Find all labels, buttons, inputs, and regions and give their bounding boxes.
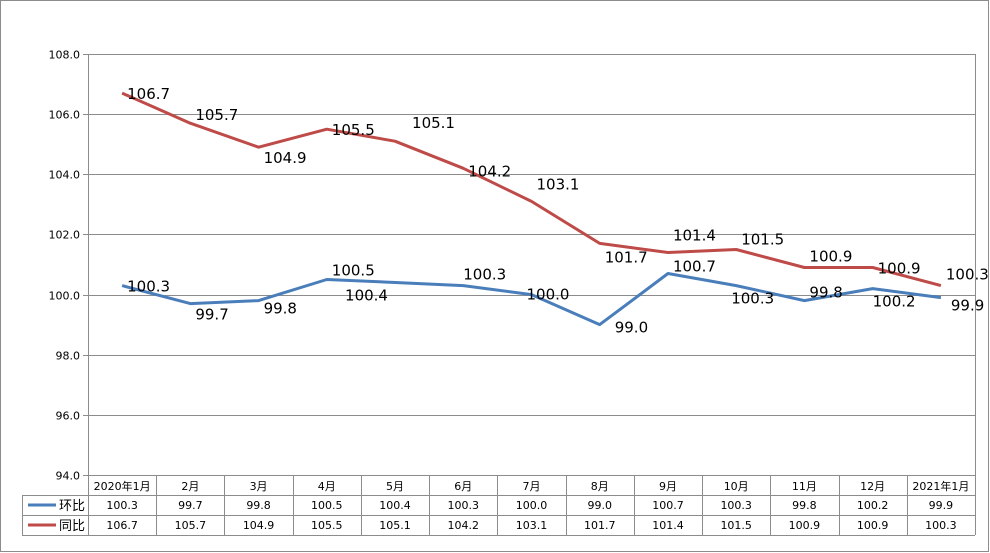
data-label: 105.1 [412, 114, 455, 132]
data-label: 101.7 [605, 248, 648, 266]
x-category-label: 12月 [860, 480, 885, 493]
data-label: 100.7 [673, 258, 716, 276]
series-lines [121, 91, 942, 327]
table-cell-value: 99.7 [178, 499, 203, 512]
data-label: 100.3 [731, 290, 774, 308]
y-tick-label: 100.0 [49, 290, 81, 303]
table-cell-value: 100.9 [789, 519, 821, 532]
x-category-label: 2020年1月 [94, 479, 151, 493]
x-category-label: 3月 [250, 480, 268, 493]
data-label: 100.0 [527, 286, 570, 304]
data-table: 2020年1月 2月 3月 4月 5月 6月 7月 8月 9月 10月 11月 12月 2021年1月环… [22, 475, 976, 536]
data-label: 100.3 [463, 266, 506, 284]
x-category-label: 6月 [454, 480, 472, 493]
y-tick-label: 96.0 [56, 410, 81, 423]
series-line-1 [121, 91, 942, 288]
table-cell-value: 99.9 [929, 499, 954, 512]
table-cell-value: 100.0 [516, 499, 548, 512]
data-label: 100.5 [332, 262, 375, 280]
x-category-label: 9月 [659, 480, 677, 493]
data-label: 103.1 [537, 175, 580, 193]
x-category-label: 2月 [181, 480, 199, 493]
data-label: 100.3 [946, 266, 989, 284]
data-label: 106.7 [127, 85, 170, 103]
data-label: 99.8 [264, 300, 297, 318]
data-label: 104.2 [468, 162, 511, 180]
x-category-label: 4月 [318, 480, 336, 493]
table-cell-value: 104.9 [243, 519, 275, 532]
data-label: 100.9 [809, 248, 852, 266]
table-cell-value: 103.1 [516, 519, 548, 532]
x-category-label: 5月 [386, 480, 404, 493]
data-label: 101.5 [741, 230, 784, 248]
x-category-label: 7月 [523, 480, 541, 493]
table-cell-value: 105.5 [311, 519, 343, 532]
table-cell-value: 100.2 [857, 499, 889, 512]
x-category-label: 11月 [792, 480, 817, 493]
legend-label: 环比 [59, 499, 85, 514]
table-cell-value: 99.0 [587, 499, 612, 512]
y-tick-label: 94.0 [56, 470, 81, 483]
y-tick-label: 108.0 [49, 49, 81, 62]
table-cell-value: 101.5 [720, 519, 752, 532]
table-cell-value: 100.3 [448, 499, 480, 512]
table-cell-value: 104.2 [448, 519, 480, 532]
y-tick-label: 106.0 [49, 109, 81, 122]
series-line-0 [121, 272, 942, 327]
table-cell-value: 100.9 [857, 519, 889, 532]
data-label: 104.9 [264, 149, 307, 167]
data-label: 100.2 [873, 293, 916, 311]
table-cell-value: 100.7 [652, 499, 684, 512]
data-label: 99.7 [195, 306, 228, 324]
table-cell-value: 100.4 [379, 499, 411, 512]
table-cell-value: 105.7 [175, 519, 207, 532]
table-cell-value: 101.7 [584, 519, 616, 532]
data-label: 99.9 [951, 297, 984, 315]
table-cell-value: 100.5 [311, 499, 343, 512]
data-label: 99.8 [809, 284, 842, 302]
data-label: 100.4 [345, 287, 388, 305]
data-label: 100.3 [127, 278, 170, 296]
table-cell-value: 101.4 [652, 519, 684, 532]
table-cell-value: 100.3 [720, 499, 752, 512]
y-tick-label: 98.0 [56, 350, 81, 363]
data-label: 100.9 [878, 260, 921, 278]
data-labels: 100.3 99.7 99.8 100.5 100.4 100.3 100.0 99.0 100… [127, 85, 989, 337]
table-cell-value: 99.8 [246, 499, 271, 512]
data-label: 105.5 [332, 121, 375, 139]
x-category-label: 8月 [591, 480, 609, 493]
table-cell-value: 100.3 [106, 499, 138, 512]
table-cell-value: 105.1 [379, 519, 411, 532]
table-cell-value: 100.3 [925, 519, 957, 532]
data-label: 105.7 [195, 106, 238, 124]
legend-label: 同比 [59, 519, 85, 534]
data-label: 99.0 [615, 319, 648, 337]
table-cell-value: 99.8 [792, 499, 817, 512]
y-tick-label: 104.0 [49, 169, 81, 182]
y-axis-ticks: 94.0 96.0 98.0 100.0 102.0 104.0 106.0 108.0 [49, 49, 81, 483]
table-cell-value: 106.7 [106, 519, 138, 532]
y-tick-label: 102.0 [49, 229, 81, 242]
data-label: 101.4 [673, 226, 716, 244]
x-category-label: 10月 [724, 480, 749, 493]
x-category-label: 2021年1月 [912, 479, 969, 493]
